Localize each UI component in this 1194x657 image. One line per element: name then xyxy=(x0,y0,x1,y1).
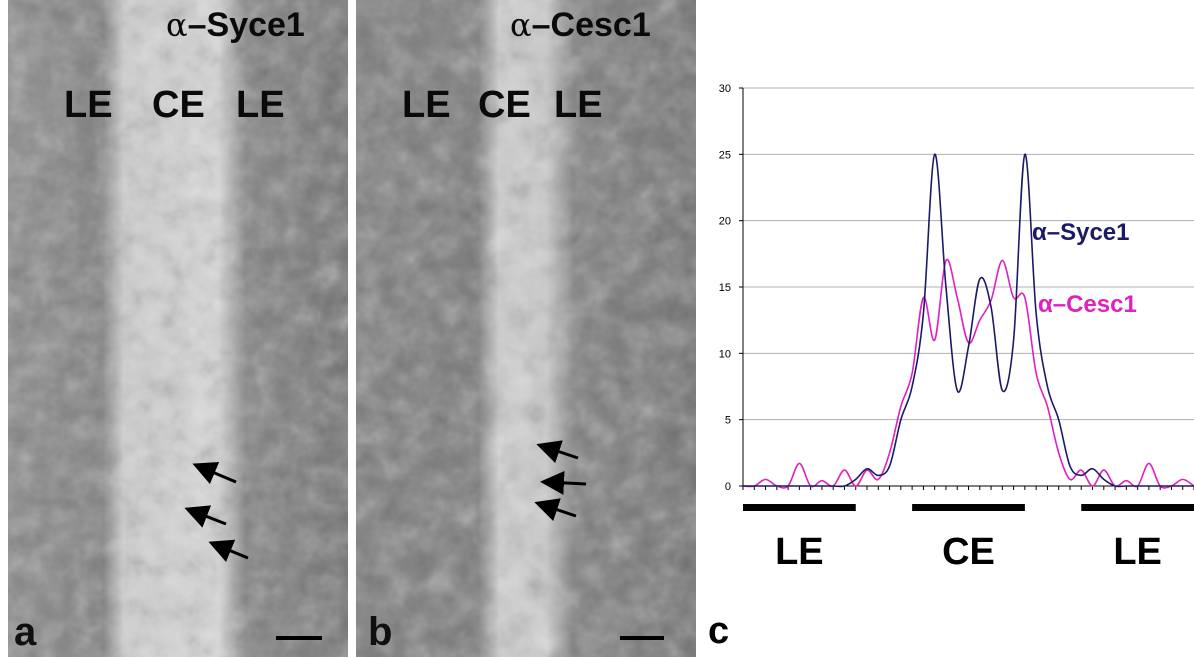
y-tick-label: 30 xyxy=(719,83,731,95)
micrograph-image-b xyxy=(356,0,696,657)
panel-b-label-le-right: LE xyxy=(554,84,603,126)
y-tick-label: 10 xyxy=(719,348,731,360)
panel-a-arrows xyxy=(184,461,249,562)
region-label-ce: CE xyxy=(942,531,995,573)
region-bar-le xyxy=(1081,504,1194,511)
arrow-icon xyxy=(534,498,577,522)
panel-b-label-le-left: LE xyxy=(402,84,451,126)
panel-a-label-ce: CE xyxy=(152,84,205,126)
arrow-icon xyxy=(536,440,579,464)
arrow-icon xyxy=(192,461,237,485)
y-tick-label: 25 xyxy=(719,149,731,161)
panel-b-arrows xyxy=(534,440,587,522)
panel-b-letter: b xyxy=(368,610,393,654)
region-label-le: LE xyxy=(1113,531,1162,573)
y-tick-label: 0 xyxy=(725,481,731,493)
arrow-icon xyxy=(184,505,227,528)
panel-b-label-ce: CE xyxy=(478,84,531,126)
scale-bar-a xyxy=(276,636,322,640)
profile-line-chart: 0 5 10 15 20 25 30 α–Syce1 α–Cesc1 LE CE LE xyxy=(700,70,1194,657)
series-line-syce1 xyxy=(742,153,1194,488)
panel-a-label-le-right: LE xyxy=(236,84,285,126)
arrow-icon xyxy=(540,470,587,495)
y-tick-label: 20 xyxy=(719,216,731,228)
region-bar-le xyxy=(743,504,856,511)
y-tick-label: 15 xyxy=(719,282,731,294)
series-label-cesc1: α–Cesc1 xyxy=(1038,291,1137,318)
panel-b-title: α–Cesc1 xyxy=(510,6,651,44)
panel-c-letter: c xyxy=(708,610,730,652)
scale-bar-b xyxy=(620,636,664,640)
region-label-le: LE xyxy=(775,531,824,573)
panel-a-title: α–Syce1 xyxy=(166,6,305,44)
arrow-icon xyxy=(208,539,249,562)
y-tick-label: 5 xyxy=(725,415,731,427)
panel-a-letter: a xyxy=(14,610,37,654)
micrograph-panel-b: α–Cesc1 LE CE LE b xyxy=(356,0,696,657)
micrograph-image-a xyxy=(8,0,348,657)
micrograph-panel-a: α–Syce1 LE CE LE a xyxy=(8,0,348,657)
series-label-syce1: α–Syce1 xyxy=(1032,219,1130,246)
panel-a-label-le-left: LE xyxy=(64,84,113,126)
region-bar-ce xyxy=(912,504,1025,511)
chart-svg: 0 5 10 15 20 25 30 α–Syce1 α–Cesc1 LE CE LE xyxy=(719,83,1194,573)
